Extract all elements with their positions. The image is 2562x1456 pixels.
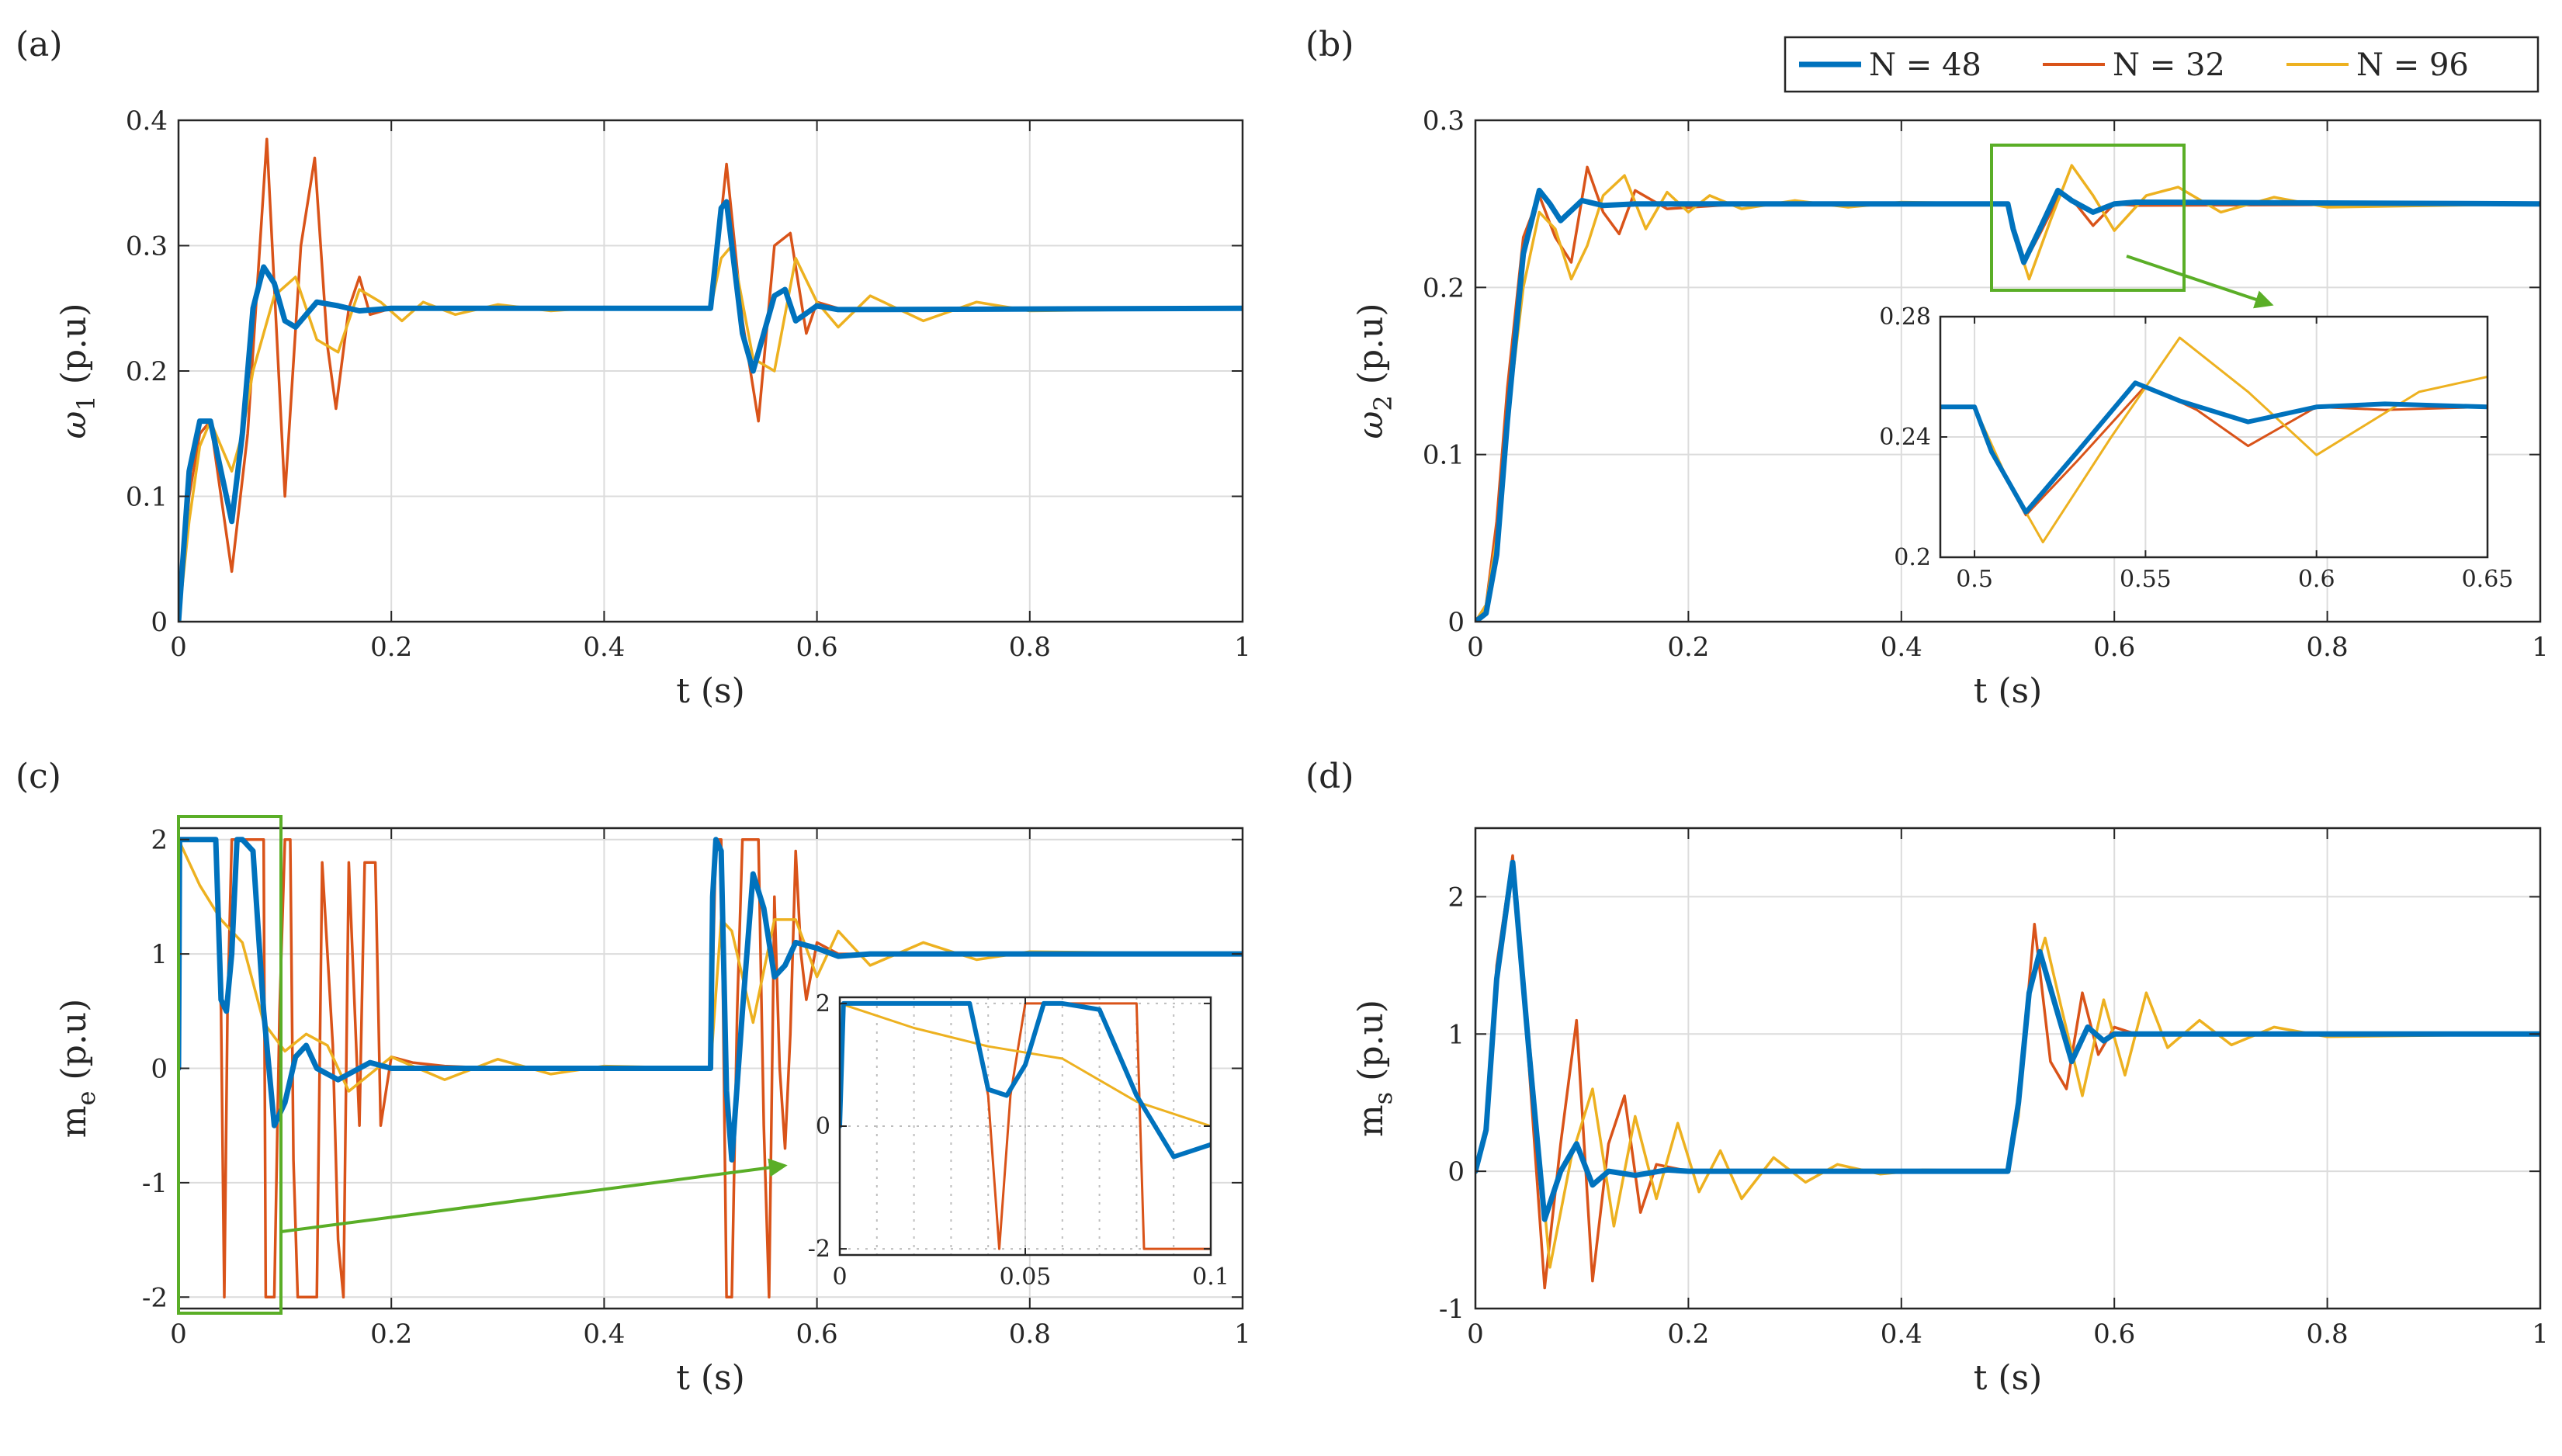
x-tick-label: 0.2: [370, 632, 412, 663]
axes-a: 0 0.2 0.4 0.6 0.8 1 0 0.1 0.2 0.3 0.4 t (s) ω1 (p.u): [54, 106, 1251, 711]
y-tick-label: 0.2: [1423, 272, 1465, 303]
x-tick-label: 0.4: [1881, 632, 1922, 663]
x-tick-label: 0: [1467, 632, 1484, 663]
series-line-d-n48: [1475, 859, 2540, 1222]
x-tick-label: 0.8: [2307, 1319, 2349, 1350]
x-tick-label: 0.6: [796, 1319, 838, 1350]
x-axis-label-c: t (s): [676, 1358, 745, 1398]
y-tick-label: 0: [1447, 607, 1465, 638]
x-tick-label: 0: [170, 632, 187, 663]
series-line-c-inset-n48: [840, 1000, 1211, 1160]
panel-label-a: (a): [16, 25, 63, 64]
y-axis-label-a: ω1 (p.u): [54, 303, 101, 439]
y-tick-label: -2: [142, 1282, 168, 1313]
x-tick-label: 1: [1234, 632, 1251, 663]
x-tick-label: 1: [2532, 632, 2549, 663]
x-tick-label: 0.1: [1192, 1264, 1229, 1291]
x-tick-label: 0.6: [2093, 632, 2135, 663]
series-line-a-n32: [179, 137, 1243, 622]
y-tick-label: 0.28: [1879, 303, 1931, 331]
y-tick-label: 0.1: [1423, 440, 1465, 471]
y-tick-label: 1: [151, 939, 168, 970]
panel-label-d: (d): [1305, 757, 1354, 796]
series-line-c-n48: [179, 837, 1243, 1163]
series-line-b-n48: [1475, 187, 2540, 622]
y-tick-label: 0.3: [126, 231, 168, 262]
x-tick-label: 0.2: [1667, 1319, 1709, 1350]
x-tick-label: 0.8: [1009, 632, 1051, 663]
x-tick-label: 0: [832, 1264, 847, 1291]
inset-axes-c: 0 0.05 0.1-202: [808, 990, 1229, 1291]
x-tick-label: 0.5: [1956, 566, 1993, 593]
x-tick-label: 0.4: [583, 1319, 625, 1350]
y-tick-label: 2: [816, 990, 830, 1017]
zoom-box-c: [177, 815, 283, 1315]
x-tick-label: 0: [1467, 1319, 1484, 1350]
x-tick-label: 0.4: [1881, 1319, 1922, 1350]
panel-label-b: (b): [1305, 25, 1354, 64]
axes-frame-b: [1474, 119, 2542, 623]
y-tick-label: -1: [1439, 1294, 1465, 1325]
x-tick-label: 0.6: [2093, 1319, 2135, 1350]
x-tick-label: 0.05: [1000, 1264, 1052, 1291]
zoom-arrow-c: [280, 1158, 788, 1233]
y-axis-label-c: me (p.u): [54, 999, 101, 1138]
y-tick-label: 0: [151, 607, 168, 638]
x-tick-label: 0.6: [796, 632, 838, 663]
x-axis-label-d: t (s): [1974, 1358, 2043, 1398]
axes-frame-d: [1474, 827, 2542, 1310]
inset-axes-b: 0.5 0.55 0.6 0.65 0.2 0.24 0.28: [1879, 303, 2513, 593]
y-tick-label: 0: [151, 1054, 168, 1085]
y-tick-label: -1: [142, 1168, 168, 1199]
x-tick-label: 0.4: [583, 632, 625, 663]
x-tick-label: 1: [2532, 1319, 2549, 1350]
y-axis-label-b: ω2 (p.u): [1351, 303, 1398, 439]
y-tick-label: -2: [808, 1236, 830, 1263]
plot-area-d: [1475, 828, 2540, 1309]
series-line-d-n96: [1475, 868, 2540, 1269]
panel-label-c: (c): [16, 757, 61, 796]
y-tick-label: 0.2: [1894, 544, 1931, 571]
series-line-a-n48: [179, 199, 1243, 622]
y-tick-label: 0.1: [126, 482, 168, 513]
zoom-arrow-b: [2126, 255, 2274, 309]
y-tick-label: 0: [1447, 1156, 1465, 1187]
y-tick-label: 1: [1447, 1019, 1465, 1050]
x-axis-label-b: t (s): [1974, 671, 2043, 711]
x-axis-label-a: t (s): [676, 671, 745, 711]
x-tick-label: 0: [170, 1319, 187, 1350]
y-tick-label: 0.24: [1879, 424, 1931, 451]
x-tick-label: 0.2: [1667, 632, 1709, 663]
x-tick-label: 0.8: [1009, 1319, 1051, 1350]
legend-label-n96: N = 96: [2356, 47, 2469, 83]
x-tick-label: 0.8: [2307, 632, 2349, 663]
y-tick-label: 0.2: [126, 356, 168, 387]
legend: N = 48 N = 32 N = 96: [1784, 36, 2539, 93]
y-axis-label-d: ms (p.u): [1351, 1000, 1398, 1137]
series-line-c-inset-n96: [840, 1002, 1211, 1128]
y-tick-label: 2: [151, 825, 168, 856]
y-tick-label: 0: [816, 1113, 830, 1140]
y-tick-label: 2: [1447, 882, 1465, 913]
x-tick-label: 0.65: [2462, 566, 2514, 593]
legend-box: [1784, 36, 2539, 93]
y-tick-label: 0.3: [1423, 106, 1465, 137]
legend-label-n48: N = 48: [1869, 47, 1981, 83]
legend-label-n32: N = 32: [2113, 47, 2225, 83]
zoom-box-b: [1990, 144, 2186, 292]
x-tick-label: 0.2: [370, 1319, 412, 1350]
series-line-a-n96: [179, 244, 1243, 622]
series-line-b-inset-n48: [1940, 380, 2487, 515]
x-tick-label: 0.55: [2120, 566, 2172, 593]
y-tick-label: 0.4: [126, 106, 168, 137]
x-tick-label: 0.6: [2298, 566, 2335, 593]
x-tick-label: 1: [1234, 1319, 1251, 1350]
